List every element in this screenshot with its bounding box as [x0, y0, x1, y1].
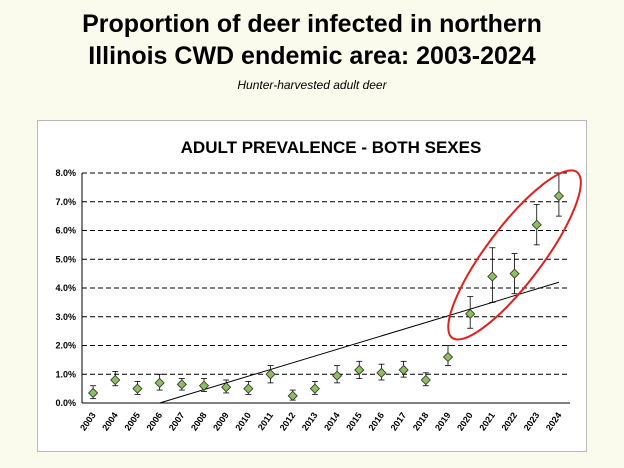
data-point-marker — [88, 387, 99, 399]
data-point-marker — [509, 268, 520, 279]
x-tick-label: 2021 — [477, 410, 497, 432]
data-point-marker — [243, 383, 254, 394]
x-tick-label: 2011 — [256, 410, 275, 432]
x-tick-label: 2005 — [122, 410, 142, 432]
y-tick-label: 3.0% — [55, 312, 76, 322]
slide-title-line-1: Proportion of deer infected in northern — [82, 10, 542, 38]
data-point-marker — [376, 367, 387, 378]
x-tick-label: 2007 — [167, 410, 187, 432]
data-point-marker — [465, 308, 476, 319]
prevalence-chart: ADULT PREVALENCE - BOTH SEXES 0.0% 1.0% 2.0… — [55, 138, 582, 433]
data-point-marker — [221, 382, 232, 393]
x-tick-label: 2023 — [522, 410, 542, 432]
x-tick-label: 2020 — [455, 410, 475, 432]
x-tick-label: 2016 — [366, 410, 386, 432]
data-point-marker — [309, 383, 320, 394]
x-tick-label: 2008 — [189, 410, 209, 432]
data-point-marker — [442, 351, 454, 363]
y-tick-label: 4.0% — [55, 283, 76, 293]
data-point-marker — [487, 271, 498, 282]
x-tick-label: 2022 — [500, 410, 520, 432]
y-tick-label: 0.0% — [55, 398, 76, 408]
x-tick-label: 2024 — [544, 410, 564, 432]
x-tick-label: 2006 — [145, 410, 165, 432]
data-point-marker — [398, 364, 409, 376]
slide-title: Proportion of deer infected in northern … — [0, 8, 624, 72]
data-point-marker — [110, 374, 121, 386]
x-tick-label: 2003 — [78, 410, 98, 432]
data-point-marker — [176, 379, 187, 390]
x-tick-label: 2019 — [433, 410, 453, 432]
data-point-marker — [420, 374, 431, 386]
slide-subtitle: Hunter-harvested adult deer — [237, 78, 387, 92]
x-tick-label: 2004 — [100, 410, 120, 432]
x-tick-label: 2012 — [278, 410, 298, 432]
data-point-marker — [132, 383, 143, 394]
x-tick-label: 2017 — [389, 410, 409, 432]
x-tick-label: 2009 — [211, 410, 231, 432]
data-point-marker — [265, 369, 276, 380]
slide-title-line-2: Illinois CWD endemic area: 2003-2024 — [88, 42, 536, 70]
data-point-marker — [531, 219, 542, 230]
chart-title: ADULT PREVALENCE - BOTH SEXES — [181, 138, 482, 157]
trend-line — [159, 281, 560, 404]
data-point-marker — [354, 364, 365, 376]
y-tick-label: 1.0% — [55, 369, 76, 379]
x-tick-label: 2010 — [233, 410, 253, 432]
y-tick-label: 6.0% — [55, 226, 76, 236]
y-tick-label: 7.0% — [55, 197, 76, 207]
x-tick-label: 2013 — [300, 410, 320, 432]
y-tick-label: 2.0% — [55, 341, 76, 351]
data-point-marker — [553, 190, 564, 202]
y-tick-label: 5.0% — [55, 254, 76, 264]
x-tick-label: 2018 — [411, 410, 431, 432]
data-point-marker — [154, 377, 165, 388]
y-tick-label: 8.0% — [55, 168, 76, 178]
data-point-marker — [198, 380, 210, 391]
data-point-marker — [332, 370, 343, 381]
highlight-ellipse — [447, 169, 582, 341]
x-tick-label: 2014 — [322, 410, 342, 432]
chart-frame: ADULT PREVALENCE - BOTH SEXES 0.0% 1.0% 2.0… — [37, 120, 587, 452]
data-point-marker — [287, 390, 298, 401]
x-tick-label: 2015 — [344, 410, 364, 432]
